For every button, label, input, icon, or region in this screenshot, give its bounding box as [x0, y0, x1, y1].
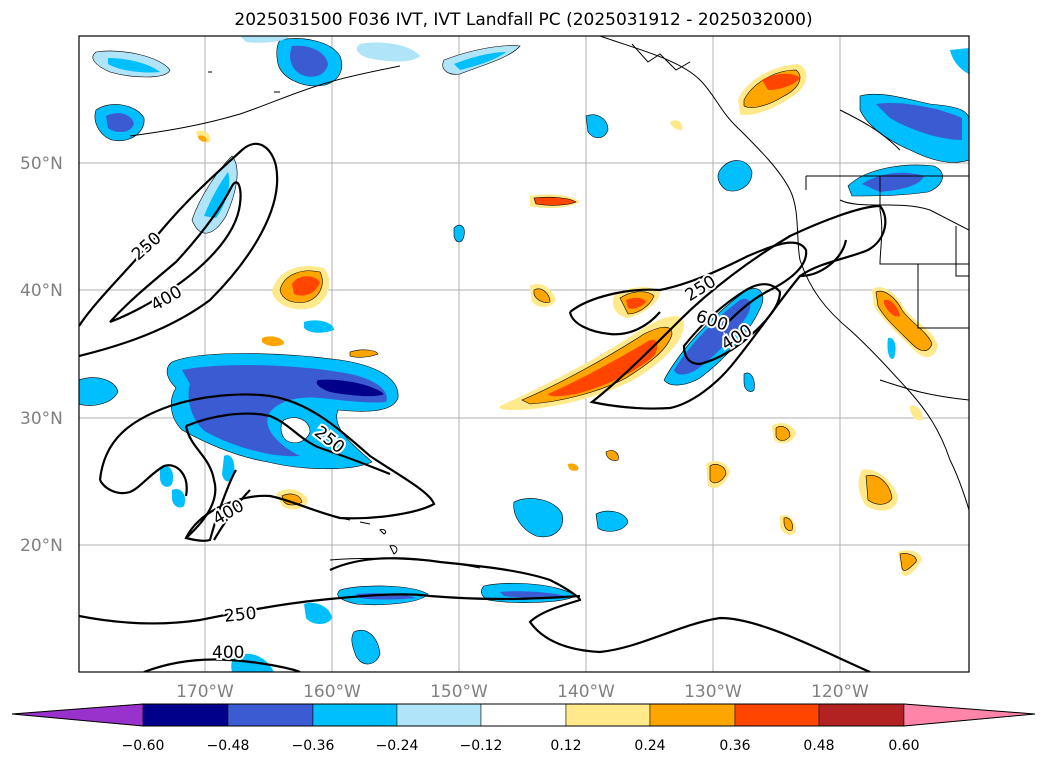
colorbar-bin	[649, 703, 736, 727]
colorbar-tick: −0.60	[122, 738, 165, 754]
colorbar-tick: 0.48	[803, 738, 834, 754]
lon-label-160w: 160°W	[303, 682, 361, 702]
colorbar-bin	[818, 703, 905, 727]
latitude-labels: 50°N 40°N 30°N 20°N	[20, 154, 63, 556]
map-border	[78, 35, 970, 673]
colorbar-bin	[396, 703, 482, 727]
map-title: 2025031500 F036 IVT, IVT Landfall PC (20…	[234, 10, 813, 30]
colorbar-tick: 0.24	[634, 738, 665, 754]
colorbar-bin	[142, 703, 229, 727]
lat-label-40n: 40°N	[20, 281, 63, 301]
lon-label-150w: 150°W	[430, 682, 488, 702]
colorbar	[11, 703, 1036, 727]
lat-label-50n: 50°N	[20, 154, 63, 174]
lon-label-170w: 170°W	[176, 682, 234, 702]
coastlines	[129, 36, 969, 569]
lat-label-30n: 30°N	[20, 409, 63, 429]
map-area	[79, 36, 969, 672]
islands	[208, 43, 691, 555]
colorbar-bin	[565, 703, 651, 727]
colorbar-tick: −0.48	[207, 738, 250, 754]
longitude-labels: 170°W 160°W 150°W 140°W 130°W 120°W	[176, 682, 869, 702]
contour-label-250-south: 250	[223, 604, 257, 627]
positive-pc-fields	[196, 64, 938, 576]
negative-pc-fields	[79, 36, 969, 672]
ivt-contours	[79, 142, 887, 672]
colorbar-tick: 0.36	[719, 738, 750, 754]
colorbar-extend-min	[11, 703, 144, 727]
lat-label-20n: 20°N	[20, 536, 63, 556]
colorbar-bin	[312, 703, 398, 727]
colorbar-extend-max	[903, 703, 1036, 727]
colorbar-tick: −0.12	[460, 738, 503, 754]
lon-label-130w: 130°W	[684, 682, 742, 702]
colorbar-tick: −0.36	[292, 738, 335, 754]
contour-label-400-south: 400	[212, 643, 244, 663]
lon-label-140w: 140°W	[557, 682, 615, 702]
colorbar-bin	[480, 703, 567, 727]
colorbar-bin	[734, 703, 820, 727]
lon-label-120w: 120°W	[811, 682, 869, 702]
colorbar-tick: 0.60	[888, 738, 919, 754]
colorbar-ticks: −0.60 −0.48 −0.36 −0.24 −0.12 0.12 0.24 …	[122, 738, 920, 754]
colorbar-tick: 0.12	[550, 738, 581, 754]
colorbar-tick: −0.24	[376, 738, 419, 754]
colorbar-bin	[227, 703, 314, 727]
